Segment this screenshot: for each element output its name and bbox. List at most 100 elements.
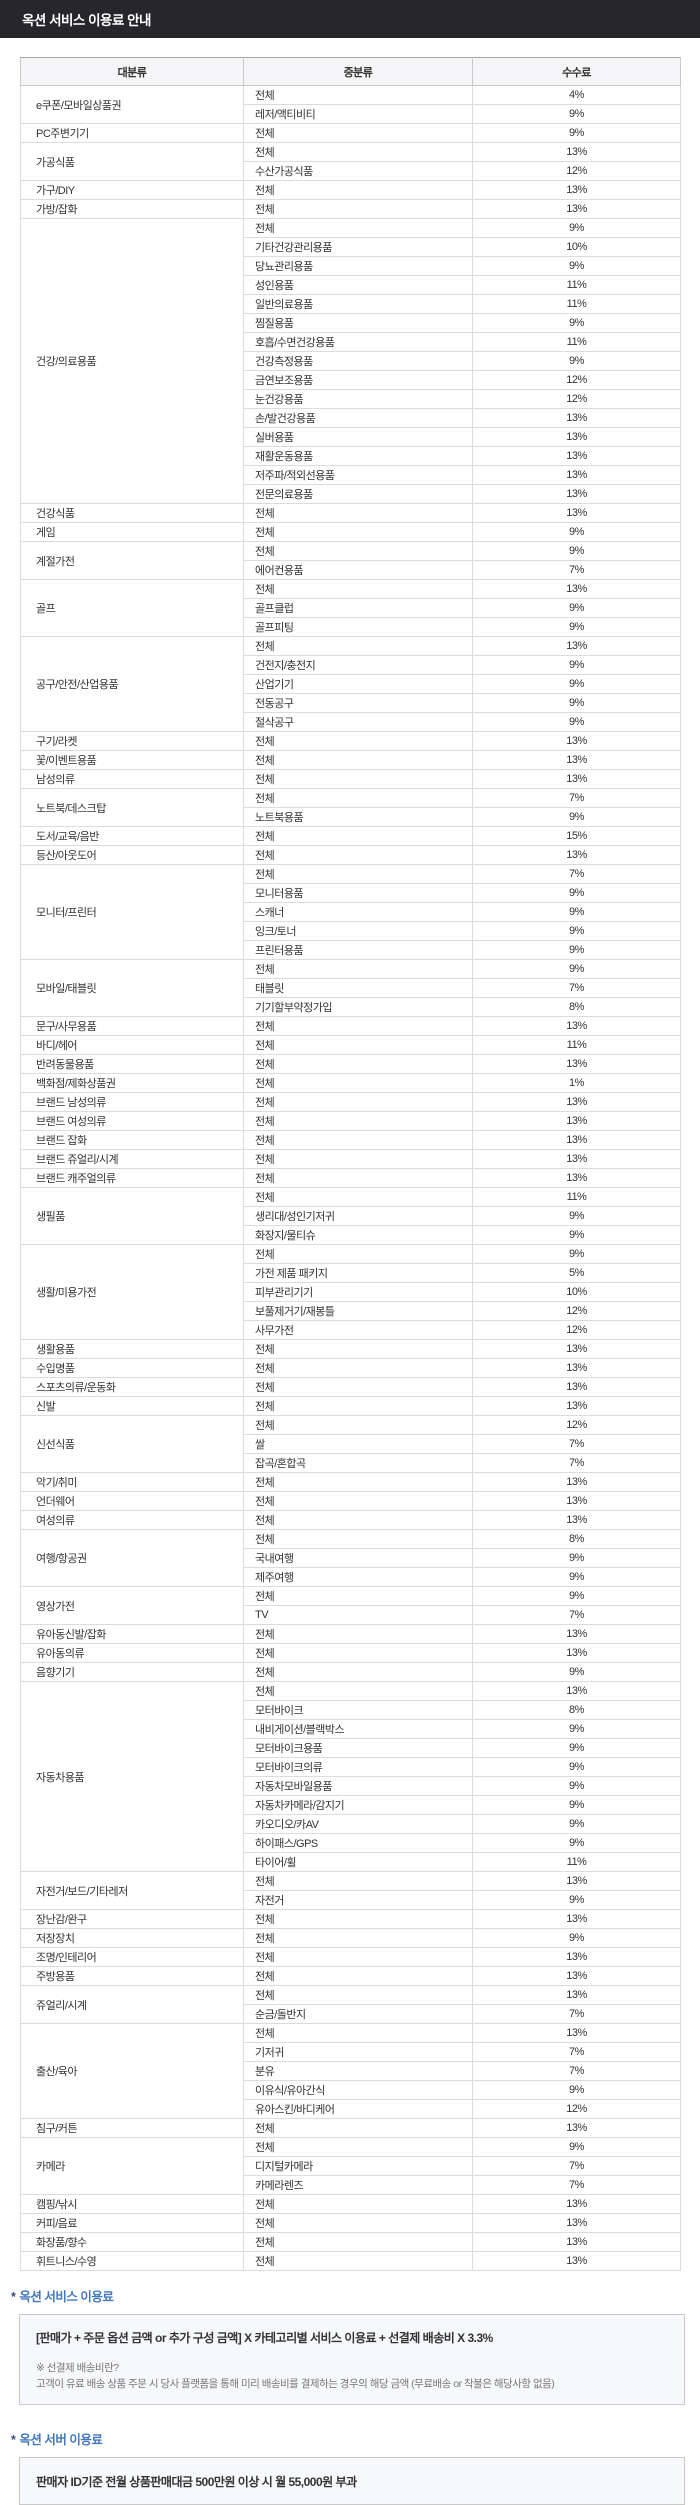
- fee-cell: 9%: [472, 1776, 681, 1796]
- subcategory-cell: 레저/액티비티: [243, 104, 473, 124]
- category-cell: 생필품: [20, 1187, 244, 1245]
- fee-cell: 11%: [472, 1852, 681, 1872]
- subcategory-cell: 보풀제거기/재봉틀: [243, 1301, 473, 1321]
- subcategory-cell: 유아스킨/바디케어: [243, 2099, 473, 2119]
- table-row: 가구/DIY 전체 13%: [20, 180, 681, 200]
- subcategory-cell: 전체: [243, 1586, 473, 1606]
- fee-cell: 13%: [472, 1643, 681, 1663]
- category-cell: 브랜드 캐주얼의류: [20, 1168, 244, 1188]
- fee-cell: 7%: [472, 1605, 681, 1625]
- fee-cell: 13%: [472, 1054, 681, 1074]
- fee-cell: 9%: [472, 218, 681, 238]
- subcategory-cell: 노트북용품: [243, 807, 473, 827]
- fee-table: 대분류 중분류 수수료 e쿠폰/모바일상품권 전체 4% 레저/액티비티 9% PC주변기…: [20, 57, 681, 2271]
- subcategory-cell: 태블릿: [243, 978, 473, 998]
- fee-cell: 7%: [472, 2156, 681, 2176]
- subcategory-cell: 전체: [243, 1510, 473, 1530]
- subcategory-cell: 디지털카메라: [243, 2156, 473, 2176]
- category-cell: 출산/육아: [20, 2023, 244, 2119]
- table-row: 바디/헤어 전체 11%: [20, 1035, 681, 1055]
- category-cell: 백화점/제화상품권: [20, 1073, 244, 1093]
- subcategory-cell: 전체: [243, 750, 473, 770]
- category-cell: 화장품/향수: [20, 2232, 244, 2252]
- subcategory-cell: 전체: [243, 123, 473, 143]
- table-row: 스포츠의류/운동화 전체 13%: [20, 1377, 681, 1397]
- table-row: 카메라 전체 9%: [20, 2137, 681, 2195]
- table-row: 유아스킨/바디케어 12%: [21, 2099, 681, 2119]
- category-cell: 여성의류: [20, 1510, 244, 1530]
- fee-cell: 4%: [472, 85, 681, 105]
- category-cell: 꽃/이벤트용품: [20, 750, 244, 770]
- category-cell: 구기/라켓: [20, 731, 244, 751]
- subcategory-cell: 전체: [243, 522, 473, 542]
- fee-cell: 13%: [472, 731, 681, 751]
- table-row: 문구/사무용품 전체 13%: [20, 1016, 681, 1036]
- fee-cell: 13%: [472, 503, 681, 523]
- subcategory-cell: 전체: [243, 1681, 473, 1701]
- category-cell: 유아동의류: [20, 1643, 244, 1663]
- subcategory-cell: 전체: [243, 1909, 473, 1929]
- table-row: 기타건강관리용품 10%: [21, 237, 681, 257]
- table-row: 꽃/이벤트용품 전체 13%: [20, 750, 681, 770]
- subcategory-cell: 전체: [243, 2213, 473, 2233]
- category-cell: 생활/미용가전: [20, 1244, 244, 1340]
- subcategory-cell: 전체: [243, 826, 473, 846]
- fee-cell: 13%: [472, 1016, 681, 1036]
- fee-cell: 13%: [472, 142, 681, 162]
- subcategory-cell: 잡곡/혼합곡: [243, 1453, 473, 1473]
- category-cell: 생활용품: [20, 1339, 244, 1359]
- subcategory-cell: 전체: [243, 1092, 473, 1112]
- category-cell: 계절가전: [20, 541, 244, 580]
- subcategory-cell: 생리대/성인기저귀: [243, 1206, 473, 1226]
- subcategory-cell: 전체: [243, 85, 473, 105]
- table-row: 건전지/충전지 9%: [21, 655, 681, 675]
- category-cell: 장난감/완구: [20, 1909, 244, 1929]
- subcategory-cell: 전체: [243, 1643, 473, 1663]
- table-row: 가방/잡화 전체 13%: [20, 199, 681, 219]
- table-row: 제주여행 9%: [21, 1567, 681, 1587]
- table-row: 등산/아웃도어 전체 13%: [20, 845, 681, 865]
- subcategory-cell: 전체: [243, 845, 473, 865]
- table-row: 건강측정용품 9%: [21, 351, 681, 371]
- category-cell: 브랜드 남성의류: [20, 1092, 244, 1112]
- subcategory-cell: 전체: [243, 1415, 473, 1435]
- subcategory-cell: 전체: [243, 1985, 473, 2005]
- fee-cell: 9%: [472, 902, 681, 922]
- table-row: 출산/육아 전체 13%: [20, 2023, 681, 2119]
- subcategory-cell: 전체: [243, 1358, 473, 1378]
- column-header-subcategory: 중분류: [243, 57, 473, 86]
- fee-cell: 9%: [472, 883, 681, 903]
- table-row: 브랜드 캐주얼의류 전체 13%: [20, 1168, 681, 1188]
- fee-cell: 10%: [472, 1282, 681, 1302]
- subcategory-cell: 기기할부약정가입: [243, 997, 473, 1017]
- category-cell: 유아동신발/잡화: [20, 1624, 244, 1644]
- fee-cell: 9%: [472, 1567, 681, 1587]
- fee-cell: 11%: [472, 1187, 681, 1207]
- fee-cell: 13%: [472, 1377, 681, 1397]
- subcategory-cell: 전체: [243, 1073, 473, 1093]
- fee-cell: 9%: [472, 655, 681, 675]
- table-row: 도서/교육/음반 전체 15%: [20, 826, 681, 846]
- subcategory-cell: 전체: [243, 788, 473, 808]
- subcategory-cell: 모터바이크: [243, 1700, 473, 1720]
- subcategory-cell: 전체: [243, 180, 473, 200]
- table-row: 모바일/태블릿 전체 9%: [20, 959, 681, 1017]
- subcategory-cell: 전체: [243, 199, 473, 219]
- category-cell: 브랜드 쥬얼리/시계: [20, 1149, 244, 1169]
- category-cell: 침구/커튼: [20, 2118, 244, 2138]
- category-cell: 신선식품: [20, 1415, 244, 1473]
- subcategory-cell: 모니터용품: [243, 883, 473, 903]
- fee-cell: 13%: [472, 1472, 681, 1492]
- category-cell: 여행/항공권: [20, 1529, 244, 1587]
- category-cell: 브랜드 여성의류: [20, 1111, 244, 1131]
- subcategory-cell: 성인용품: [243, 275, 473, 295]
- fee-cell: 13%: [472, 446, 681, 466]
- table-row: 실버용품 13%: [21, 427, 681, 447]
- fee-cell: 9%: [472, 351, 681, 371]
- table-row: 여성의류 전체 13%: [20, 1510, 681, 1530]
- table-row: e쿠폰/모바일상품권 전체 4%: [20, 85, 681, 124]
- category-cell: 남성의류: [20, 769, 244, 789]
- fee-cell: 13%: [472, 1358, 681, 1378]
- fee-cell: 7%: [472, 2042, 681, 2062]
- fee-cell: 7%: [472, 864, 681, 884]
